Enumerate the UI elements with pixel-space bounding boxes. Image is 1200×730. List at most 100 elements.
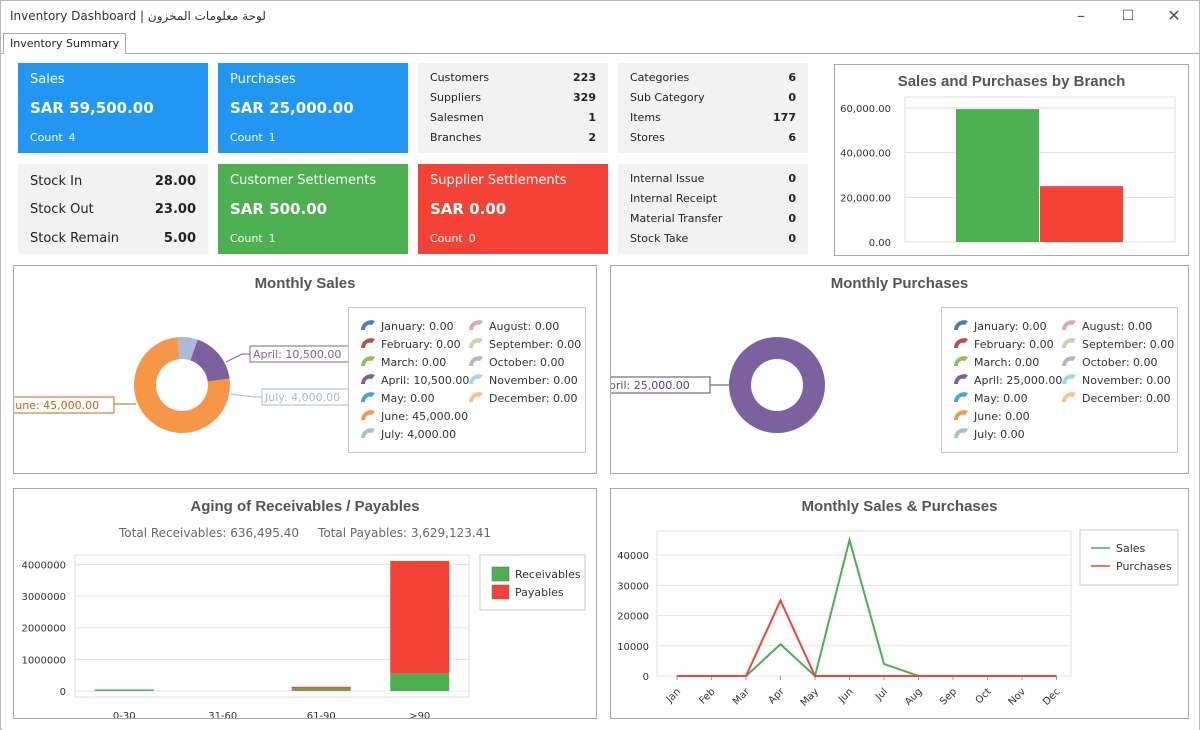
bar: [1040, 186, 1123, 242]
minimize-icon[interactable]: –: [1077, 6, 1085, 25]
y-tick-label: 0: [643, 672, 649, 683]
legend-label: June: 45,000.00: [381, 410, 469, 423]
legend-label: July: 0.00: [974, 428, 1025, 441]
plot-area: [656, 530, 1072, 677]
monthly-sales-panel: Monthly Sales April: 10,500.00 July: 4,00…: [13, 265, 597, 474]
y-tick-label: 2000000: [21, 624, 66, 635]
stat-row: Stock In 28.00: [30, 174, 196, 189]
callout-label: July: 4,000.00: [264, 391, 340, 404]
legend-swatch: [954, 320, 968, 330]
legend-label: January: 0.00: [381, 320, 454, 333]
stat-label: Suppliers: [430, 91, 482, 104]
stat-value: 28.00: [154, 174, 196, 189]
supplier-settlements-card[interactable]: Supplier Settlements SAR 0.00 Count 0: [418, 164, 608, 254]
x-tick-label: Sep: [938, 686, 959, 707]
branch-chart: 0.00 20,000.00 40,000.00 60,000.00: [840, 96, 1176, 249]
stat-value: 5.00: [163, 231, 196, 246]
stat-row: Stock Remain 5.00: [30, 231, 196, 246]
stat-label: Stores: [630, 131, 665, 144]
stat-label: Branches: [430, 131, 482, 144]
maximize-icon[interactable]: ☐: [1121, 8, 1135, 24]
close-icon[interactable]: ✕: [1167, 6, 1181, 25]
legend-swatch: [1062, 356, 1076, 366]
y-tick-label: 60,000.00: [840, 104, 891, 115]
callout-line: [225, 353, 250, 363]
catalog-stats-panel: Categories 6 Sub Category 0 Items 177 Stores 6: [618, 63, 808, 153]
stat-value: 0: [788, 212, 796, 225]
sales-purchases-line-chart: 0 10000 20000 30000 40000 Jan Feb Mar Apr May Jun J…: [617, 529, 1179, 709]
stat-value: 177: [773, 111, 796, 124]
tab-inventory-summary[interactable]: Inventory Summary: [3, 33, 127, 55]
legend-label: August: 0.00: [1082, 320, 1153, 333]
callout-line: [229, 393, 262, 398]
legend-swatch: [954, 338, 968, 348]
stat-value: 6: [788, 131, 796, 144]
sales-amount: SAR 59,500.00: [30, 99, 154, 117]
aging-title: Aging of Receivables / Payables: [190, 498, 420, 515]
y-tick-label: 30000: [617, 581, 649, 592]
branch-chart-panel: Sales and Purchases by Branch 0.00 20,000…: [834, 64, 1189, 256]
stat-value: 2: [588, 131, 596, 144]
stat-value: 23.00: [154, 202, 196, 217]
stat-label: Customers: [430, 71, 490, 84]
purchases-amount: SAR 25,000.00: [230, 99, 354, 117]
legend-swatch: [361, 356, 375, 366]
bar-segment: [291, 688, 351, 691]
supplier-settlements-amount: SAR 0.00: [430, 200, 507, 218]
x-tick-label: Nov: [1007, 686, 1029, 708]
y-tick-label: 0.00: [869, 238, 891, 249]
stat-label: Stock In: [30, 174, 83, 189]
callout-label: April: 10,500.00: [253, 348, 341, 361]
legend-swatch: [954, 392, 968, 402]
purchases-label: Purchases: [230, 72, 296, 87]
transfers-stats-panel: Internal Issue 0 Internal Receipt 0 Material…: [618, 164, 808, 254]
stat-label: Stock Take: [630, 232, 689, 245]
sales-card[interactable]: Sales SAR 59,500.00 Count 4: [18, 63, 208, 153]
aging-chart: 0 1000000 2000000 3000000 4000000 0-30 31-60 61…: [21, 554, 586, 718]
legend-label: January: 0.00: [974, 320, 1047, 333]
customer-settlements-card[interactable]: Customer Settlements SAR 500.00 Count 1: [218, 164, 408, 254]
sales-purchases-line-title: Monthly Sales & Purchases: [801, 498, 998, 515]
monthly-purchases-legend: January: 0.00 February: 0.00 March: 0.00 Ap…: [941, 307, 1178, 453]
x-tick-label: Jun: [836, 686, 856, 706]
stat-row: Suppliers 329: [430, 91, 596, 104]
bar-segment: [94, 689, 154, 691]
stat-row: Salesmen 1: [430, 111, 596, 124]
x-tick-label: 0-30: [113, 711, 136, 718]
legend-label: March: 0.00: [974, 356, 1040, 369]
legend-swatch: [361, 374, 375, 384]
bar-segment: [390, 561, 450, 674]
purchases-count: Count 1: [230, 131, 276, 144]
stat-row: Stock Out 23.00: [30, 202, 196, 217]
monthly-purchases-panel: Monthly Purchases April: 25,000.00 Janua…: [610, 265, 1189, 474]
aging-legend: [479, 554, 586, 611]
legend-label: September: 0.00: [489, 338, 582, 351]
purchases-card[interactable]: Purchases SAR 25,000.00 Count 1: [218, 63, 408, 153]
legend-label: April: 10,500.00: [381, 374, 470, 387]
monthly-purchases-donut: April: 25,000.00: [611, 337, 825, 433]
monthly-sales-donut: April: 10,500.00 July: 4,000.00 June: 45,0…: [14, 337, 363, 433]
x-tick-label: Feb: [697, 686, 717, 706]
title-bar: Inventory Dashboard | لوحة معلومات المخز…: [1, 1, 1199, 32]
legend-swatch: [361, 338, 375, 348]
donut-slice: [729, 337, 825, 433]
legend-label: October: 0.00: [489, 356, 565, 369]
x-tick-label: Jan: [664, 686, 683, 705]
customer-settlements-label: Customer Settlements: [230, 173, 377, 188]
y-tick-label: 40000: [617, 551, 649, 562]
legend-label: February: 0.00: [381, 338, 461, 351]
legend-swatch: [1062, 338, 1076, 348]
legend-label: June: 0.00: [974, 410, 1030, 423]
legend-label: May: 0.00: [381, 392, 435, 405]
stat-value: 223: [573, 71, 596, 84]
aging-subtitle: Total Receivables: 636,495.40 Total Paya…: [119, 526, 491, 540]
legend-label: Sales: [1116, 542, 1146, 555]
legend-label: August: 0.00: [489, 320, 560, 333]
stat-row: Sub Category 0: [630, 91, 796, 104]
legend-label: July: 4,000.00: [381, 428, 457, 441]
stat-label: Material Transfer: [630, 212, 723, 225]
y-tick-label: 40,000.00: [840, 149, 891, 160]
legend-swatch: [1062, 392, 1076, 402]
x-tick-label: 31-60: [208, 711, 237, 718]
